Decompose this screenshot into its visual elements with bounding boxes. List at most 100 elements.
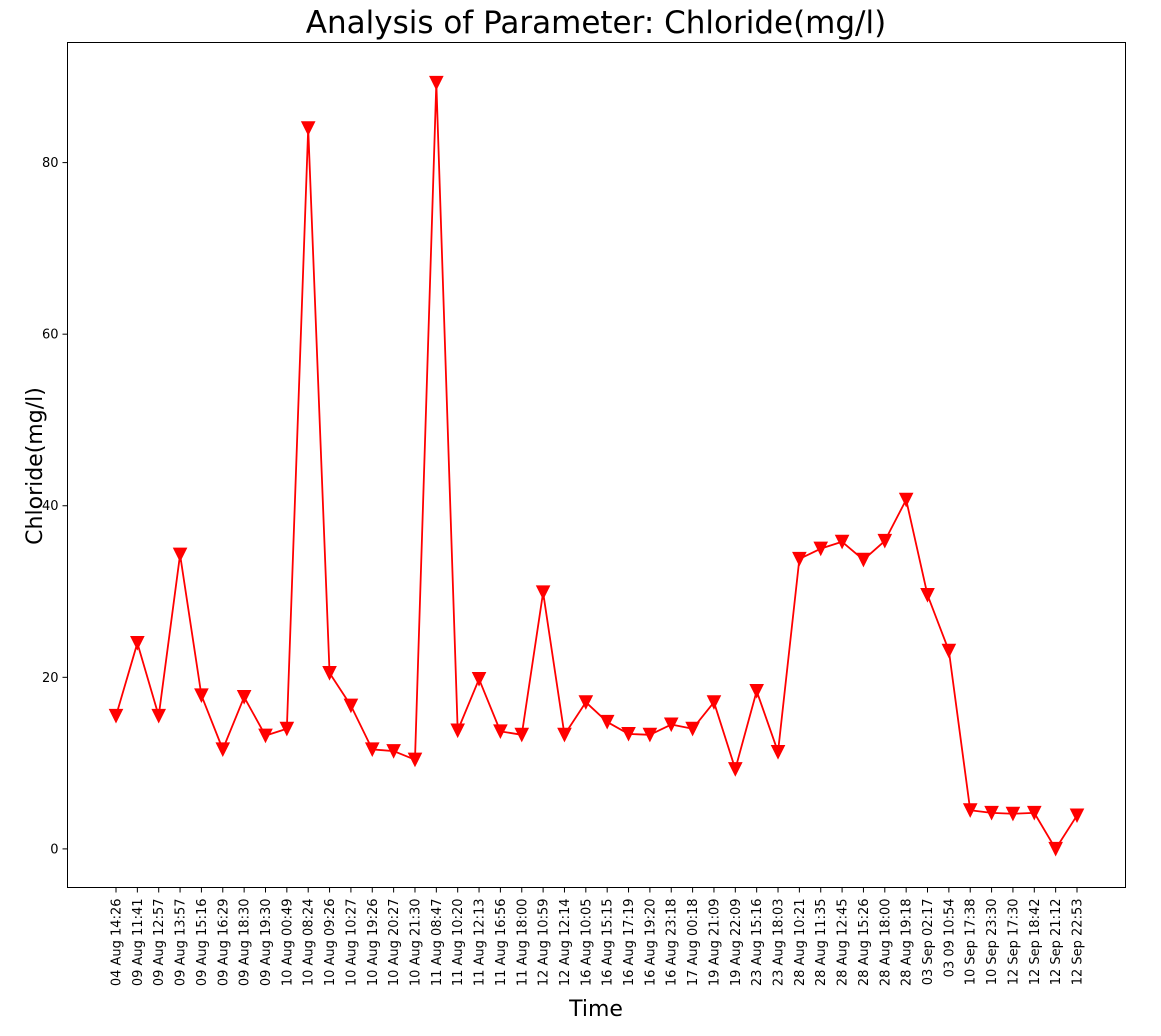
x-tick-label: 28 Aug 10:21 xyxy=(793,899,808,987)
x-tick-label: 16 Aug 10:05 xyxy=(579,899,594,987)
data-point-marker xyxy=(215,742,231,758)
y-axis: 0 20 40 60 80 xyxy=(42,156,68,857)
y-tick-label: 20 xyxy=(42,671,59,686)
x-tick-label: 03 09 10:54 xyxy=(942,899,957,978)
x-tick-label: 09 Aug 12:57 xyxy=(152,899,167,987)
data-point-marker xyxy=(300,121,316,136)
data-point-marker xyxy=(364,742,380,758)
data-point-marker xyxy=(407,752,423,768)
x-tick-label: 23 Aug 18:03 xyxy=(772,899,787,987)
data-point-marker xyxy=(856,552,871,568)
data-point-marker xyxy=(151,708,167,724)
data-point-marker xyxy=(578,695,594,710)
x-tick-label: 28 Aug 15:26 xyxy=(857,899,872,987)
data-point-marker xyxy=(621,726,636,742)
y-tick-label: 80 xyxy=(42,156,59,171)
x-axis-label: Time xyxy=(568,997,623,1022)
data-point-marker xyxy=(557,727,572,743)
x-tick-label: 16 Aug 15:15 xyxy=(601,899,616,987)
plot-area-frame xyxy=(67,42,1126,888)
data-point-marker xyxy=(920,587,935,603)
data-point-marker xyxy=(599,714,615,730)
x-tick-label: 28 Aug 18:00 xyxy=(878,899,893,987)
data-point-marker xyxy=(877,533,893,549)
x-tick-label: 09 Aug 16:29 xyxy=(216,899,231,987)
data-point-marker xyxy=(770,744,786,760)
data-series xyxy=(108,75,1085,857)
data-point-marker xyxy=(642,727,658,743)
x-tick-label: 11 Aug 08:47 xyxy=(430,899,445,987)
x-tick-label: 12 Aug 12:14 xyxy=(558,899,573,987)
x-tick-label: 28 Aug 11:35 xyxy=(814,899,829,987)
data-point-marker xyxy=(706,695,722,710)
data-point-marker xyxy=(514,727,530,743)
data-point-marker xyxy=(792,551,807,567)
data-point-marker xyxy=(279,721,295,737)
data-point-marker xyxy=(429,75,444,91)
x-tick-label: 10 Sep 23:30 xyxy=(985,899,1000,986)
x-tick-label: 03 Sep 02:17 xyxy=(921,899,936,986)
x-tick-label: 09 Aug 19:30 xyxy=(259,899,274,987)
data-point-marker xyxy=(898,492,914,508)
x-tick-label: 12 Aug 10:59 xyxy=(537,899,552,987)
x-tick-label: 12 Sep 17:30 xyxy=(1006,899,1021,986)
x-tick-label: 19 Aug 21:09 xyxy=(707,899,722,987)
y-tick-label: 0 xyxy=(50,842,58,857)
x-tick-label: 04 Aug 14:26 xyxy=(110,899,125,987)
y-tick-label: 60 xyxy=(42,328,59,343)
x-tick-label: 11 Aug 18:00 xyxy=(515,899,530,987)
data-point-marker xyxy=(386,744,401,759)
y-axis-label: Chloride(mg/l) xyxy=(23,387,48,545)
data-point-marker xyxy=(834,534,850,550)
x-tick-label: 28 Aug 19:18 xyxy=(900,899,915,987)
chart-title: Analysis of Parameter: Chloride(mg/l) xyxy=(306,5,886,41)
x-tick-label: 09 Aug 18:30 xyxy=(238,899,253,987)
data-point-marker xyxy=(258,728,273,744)
data-point-marker xyxy=(1026,805,1042,821)
data-point-marker xyxy=(728,762,743,777)
x-tick-label: 10 Sep 17:38 xyxy=(964,899,979,986)
x-tick-label: 09 Aug 11:41 xyxy=(131,899,146,987)
x-tick-label: 17 Aug 00:18 xyxy=(686,899,701,987)
data-point-marker xyxy=(343,698,359,714)
x-tick-label: 28 Aug 12:45 xyxy=(836,899,851,987)
data-point-marker xyxy=(108,708,124,724)
x-tick-label: 10 Aug 19:26 xyxy=(366,899,381,987)
data-point-marker xyxy=(813,541,829,557)
data-point-marker xyxy=(1069,808,1085,824)
x-axis: 04 Aug 14:26 09 Aug 11:41 09 Aug 12:57 09 A… xyxy=(110,887,1086,987)
x-tick-label: 10 Aug 21:30 xyxy=(408,899,423,987)
x-tick-label: 19 Aug 22:09 xyxy=(729,899,744,987)
x-tick-label: 11 Aug 10:20 xyxy=(451,899,466,987)
x-tick-label: 16 Aug 19:20 xyxy=(643,899,658,987)
x-tick-label: 23 Aug 15:16 xyxy=(750,899,765,987)
y-tick-label: 40 xyxy=(42,499,59,514)
data-point-marker xyxy=(322,666,337,681)
x-tick-label: 10 Aug 10:27 xyxy=(344,899,359,987)
data-point-marker xyxy=(1005,806,1021,822)
data-point-marker xyxy=(663,717,679,733)
x-tick-label: 09 Aug 15:16 xyxy=(195,899,210,987)
x-tick-label: 12 Sep 21:12 xyxy=(1049,899,1064,986)
data-point-marker xyxy=(493,724,508,739)
x-tick-label: 10 Aug 09:26 xyxy=(323,899,338,987)
data-point-marker xyxy=(749,684,764,699)
data-point-marker xyxy=(685,721,700,737)
data-point-marker xyxy=(194,688,209,703)
x-tick-label: 12 Sep 22:53 xyxy=(1071,899,1086,986)
data-point-marker xyxy=(172,547,188,563)
data-point-marker xyxy=(450,723,465,739)
data-point-marker xyxy=(962,803,978,818)
series-line xyxy=(115,81,1078,850)
x-tick-label: 11 Aug 12:13 xyxy=(473,899,488,987)
data-point-marker xyxy=(236,690,252,705)
x-tick-label: 10 Aug 00:49 xyxy=(280,899,295,987)
x-tick-label: 16 Aug 23:18 xyxy=(665,899,680,987)
data-point-marker xyxy=(984,805,999,821)
x-tick-label: 11 Aug 16:56 xyxy=(494,899,509,987)
data-point-marker xyxy=(535,585,551,601)
data-point-marker xyxy=(471,672,487,687)
x-tick-label: 16 Aug 17:19 xyxy=(622,899,637,987)
